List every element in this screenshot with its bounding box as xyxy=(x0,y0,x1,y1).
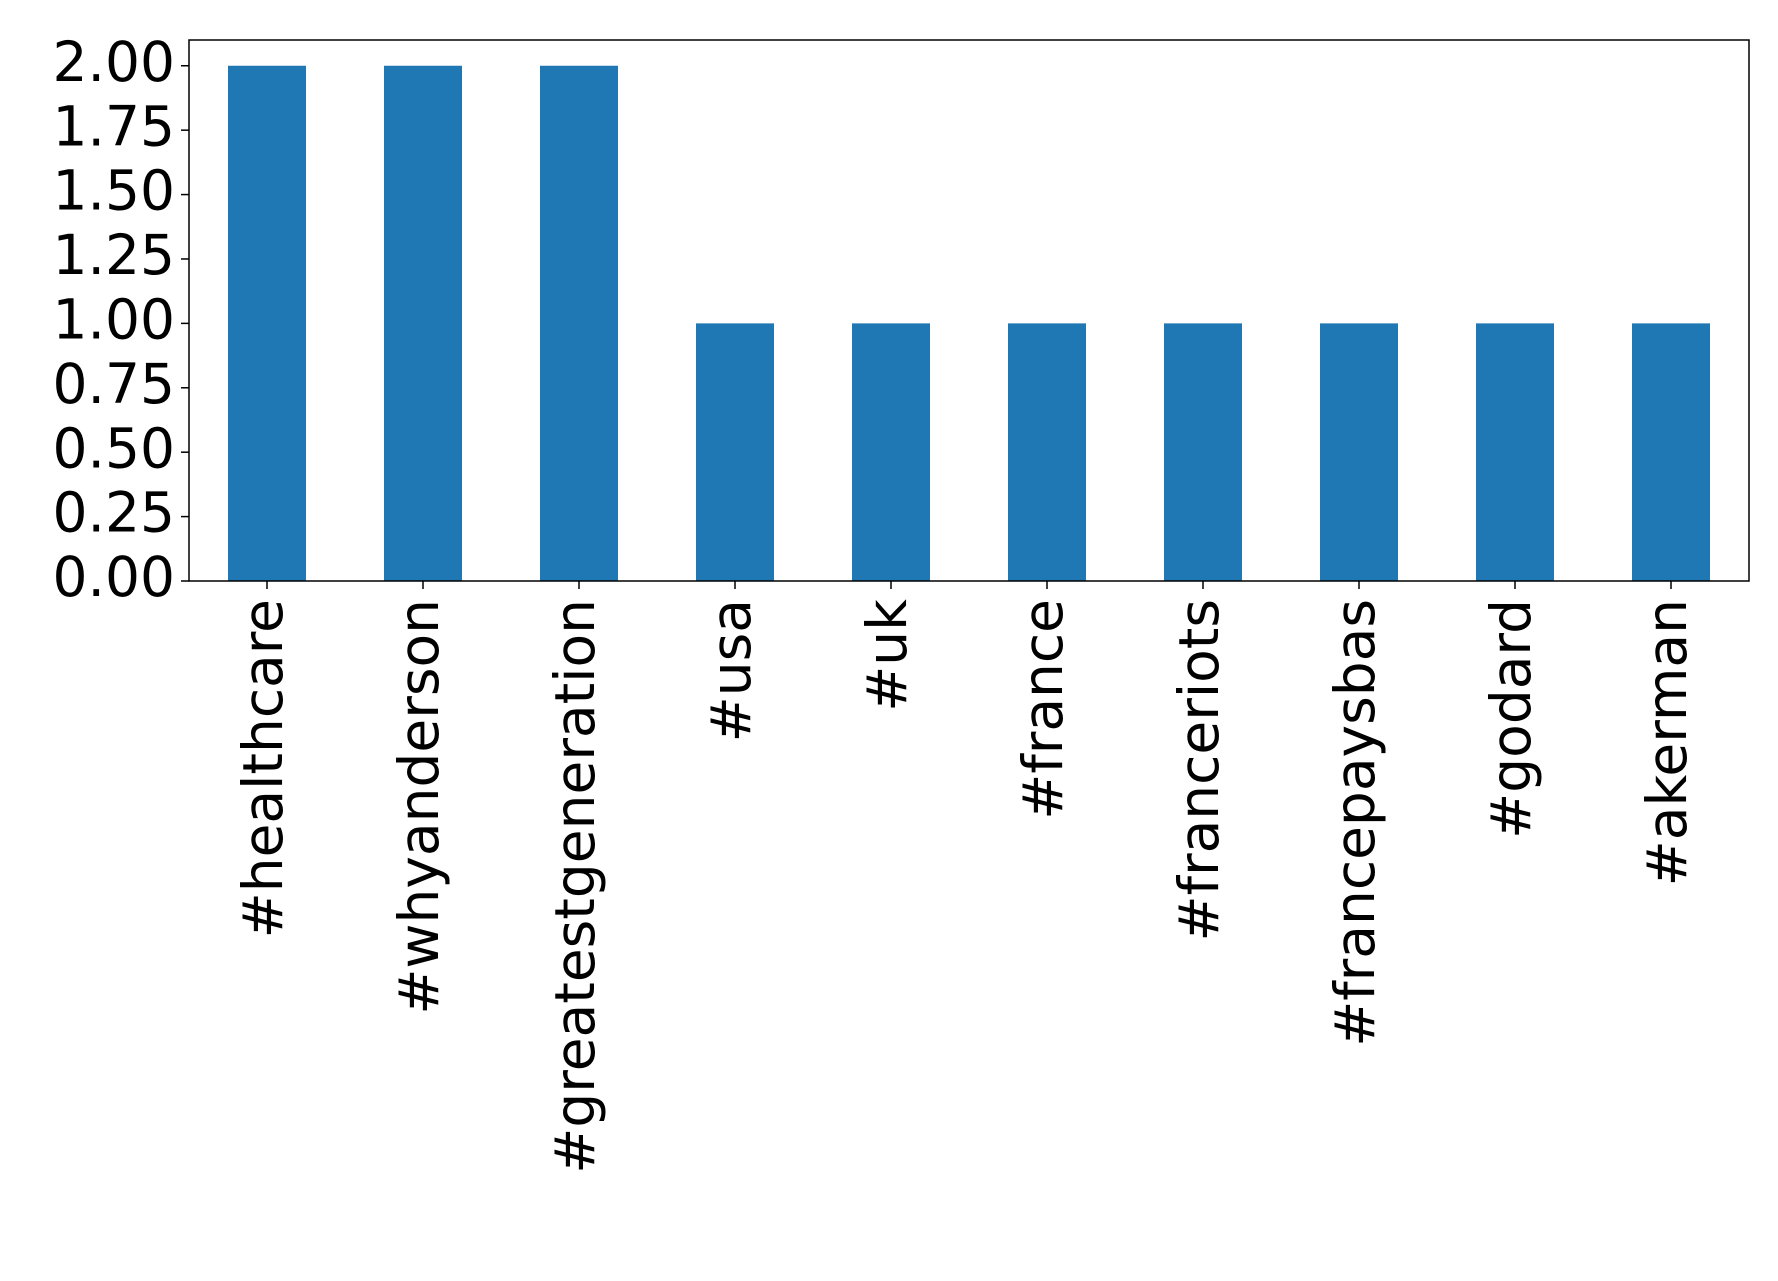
bar xyxy=(852,323,930,581)
x-tick-label: #godard xyxy=(1479,599,1543,839)
bar xyxy=(1164,323,1242,581)
y-tick-label: 0.25 xyxy=(53,481,175,545)
bar xyxy=(540,65,618,581)
y-tick-label: 2.00 xyxy=(53,30,175,94)
x-tick-label: #whyanderson xyxy=(387,599,451,1015)
bar xyxy=(384,65,462,581)
x-tick-label: #usa xyxy=(699,599,763,742)
y-tick-label: 1.25 xyxy=(53,223,175,287)
x-tick-label: #france xyxy=(1011,599,1075,820)
bar xyxy=(1476,323,1554,581)
y-tick-label: 1.00 xyxy=(53,288,175,352)
x-tick-label: #akerman xyxy=(1635,599,1699,886)
bar xyxy=(1320,323,1398,581)
bar xyxy=(228,65,306,581)
plot-frame xyxy=(188,39,1750,582)
bar xyxy=(1632,323,1710,581)
y-tick-label: 0.75 xyxy=(53,352,175,416)
y-tick-label: 1.50 xyxy=(53,159,175,223)
y-tick-label: 0.50 xyxy=(53,416,175,480)
bar xyxy=(696,323,774,581)
x-tick-label: #greatestgeneration xyxy=(543,599,607,1174)
y-tick-label: 1.75 xyxy=(53,94,175,158)
x-tick-label: #healthcare xyxy=(231,599,295,938)
y-tick-label: 0.00 xyxy=(53,545,175,609)
x-tick-label: #franceriots xyxy=(1167,599,1231,941)
x-tick-label: #francepaysbas xyxy=(1323,599,1387,1047)
bar xyxy=(1008,323,1086,581)
x-tick-label: #uk xyxy=(855,599,919,712)
